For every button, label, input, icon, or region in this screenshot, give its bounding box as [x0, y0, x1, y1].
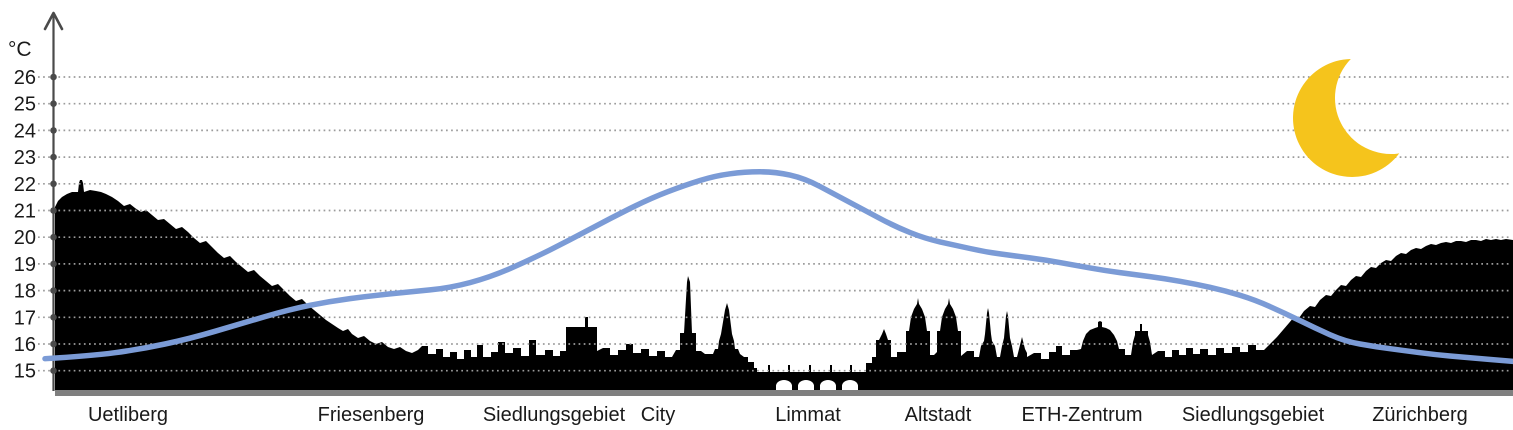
gridlines — [38, 76, 1509, 372]
crescent-moon-icon — [1293, 59, 1400, 177]
tick-dot — [50, 180, 57, 188]
temperature-curve — [42, 169, 1513, 365]
x-axis-label: ETH-Zentrum — [1021, 404, 1142, 426]
x-axis-label: Limmat — [775, 404, 841, 426]
x-axis-label: Friesenberg — [318, 404, 425, 426]
x-axis-labels: Uetliberg Friesenberg Siedlungsgebiet City L… — [88, 404, 1468, 426]
y-axis-unit-label: °C — [8, 38, 32, 61]
tick-label: 25 — [14, 94, 36, 116]
x-axis-label: Siedlungsgebiet — [1182, 404, 1325, 426]
tick-dot — [50, 153, 57, 161]
ground-baseline — [55, 390, 1513, 396]
tick-dot — [50, 340, 57, 348]
x-axis-label: Siedlungsgebiet — [483, 404, 626, 426]
tick-dot — [50, 367, 57, 375]
tick-dot — [50, 100, 57, 107]
tick-label: 15 — [14, 361, 36, 383]
tick-label: 20 — [14, 227, 36, 249]
tick-label: 17 — [14, 307, 36, 329]
city-terrain-silhouette — [55, 180, 1513, 391]
tick-label: 26 — [14, 67, 36, 89]
tick-dot — [50, 73, 57, 81]
tick-label: 19 — [14, 254, 36, 276]
tick-label: 22 — [14, 174, 36, 196]
y-axis: °C 26 25 24 23 22 21 20 19 18 17 16 15 — [8, 11, 64, 391]
tick-dot — [50, 127, 57, 134]
tick-dot — [50, 207, 57, 214]
tick-label: 16 — [14, 334, 36, 356]
tick-dot — [50, 233, 57, 241]
tick-dot — [50, 314, 57, 321]
x-axis-label: Zürichberg — [1372, 404, 1468, 426]
axis-arrow-icon — [43, 11, 64, 31]
tick-label: 24 — [14, 120, 36, 142]
tick-dot — [50, 287, 57, 294]
x-axis-label: City — [641, 404, 675, 426]
y-axis-ticks: 26 25 24 23 22 21 20 19 18 17 16 15 — [14, 67, 57, 383]
tick-label: 18 — [14, 281, 36, 303]
tick-label: 23 — [14, 147, 36, 169]
x-axis-label: Altstadt — [905, 404, 972, 426]
tick-label: 21 — [14, 201, 36, 223]
tick-dot — [50, 260, 57, 268]
x-axis-label: Uetliberg — [88, 404, 168, 426]
temperature-curve-layer — [42, 169, 1513, 365]
